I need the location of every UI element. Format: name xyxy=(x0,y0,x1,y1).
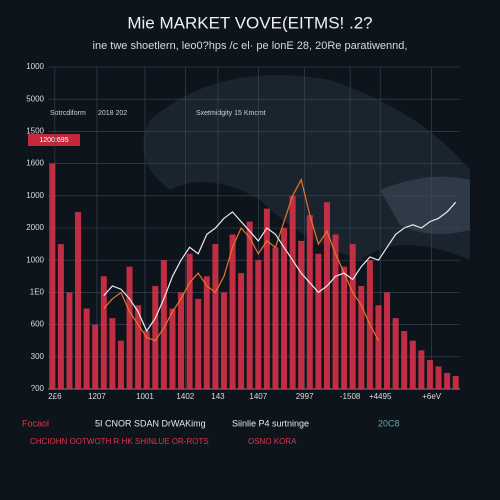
chart-title: Mie MARKET VOVE(EITMS! .2? xyxy=(127,13,372,32)
footer-text: CHCIOHN OOTWOTH R HK SHINLUE OR-ROTS xyxy=(30,437,209,446)
bar xyxy=(143,331,150,389)
line xyxy=(103,178,380,342)
bar xyxy=(152,285,159,389)
y-tick-label: 1600 xyxy=(26,159,44,168)
bar xyxy=(75,211,82,389)
y-tick-label: 600 xyxy=(31,320,45,329)
bar xyxy=(323,202,330,389)
bar xyxy=(169,308,176,389)
annotation-box xyxy=(28,134,80,146)
x-tick-label: 2£6 xyxy=(48,392,62,401)
bar xyxy=(238,273,245,389)
annotation: Sotrcdiform xyxy=(50,110,86,117)
x-tick-label: +4495 xyxy=(369,392,392,401)
bar xyxy=(126,266,133,389)
bar xyxy=(263,208,270,389)
map-shape xyxy=(380,176,470,234)
annotation: 2018 202 xyxy=(98,110,127,117)
bar xyxy=(117,340,124,389)
bar xyxy=(435,366,442,389)
bar xyxy=(384,292,391,389)
x-tick-label: 1402 xyxy=(176,392,194,401)
bar xyxy=(92,324,99,389)
y-tick-label: 1000 xyxy=(26,191,44,200)
footer-text: Focaol xyxy=(22,418,49,428)
bar xyxy=(306,215,313,389)
bar xyxy=(358,285,365,389)
bar xyxy=(281,228,288,389)
bar xyxy=(289,195,296,389)
bar xyxy=(212,244,219,389)
footer-text: OSNO KORA xyxy=(248,437,297,446)
x-tick-label: 2997 xyxy=(296,392,314,401)
x-tick-label: 1407 xyxy=(249,392,267,401)
bar xyxy=(66,292,73,389)
line xyxy=(103,201,457,333)
y-tick-label: 5000 xyxy=(26,94,44,103)
bar xyxy=(444,372,451,389)
y-tick-label: 1500 xyxy=(26,127,44,136)
bar xyxy=(426,360,433,389)
y-tick-label: 300 xyxy=(31,352,45,361)
y-tick-label: 2000 xyxy=(26,223,44,232)
bar xyxy=(401,331,408,389)
bar xyxy=(83,308,90,389)
bar xyxy=(298,240,305,389)
y-tick-label: 1000 xyxy=(26,62,44,71)
bar xyxy=(160,260,167,389)
bar xyxy=(178,292,185,389)
x-tick-label: 1207 xyxy=(88,392,106,401)
bar xyxy=(220,292,227,389)
bar xyxy=(392,318,399,389)
x-tick-label: 1001 xyxy=(136,392,154,401)
bar xyxy=(418,350,425,389)
bar xyxy=(109,318,116,389)
chart-subtitle: ine twe shoetlern, leo0?hps /c el· pe lo… xyxy=(93,40,408,52)
bar xyxy=(315,253,322,389)
bar xyxy=(409,340,416,389)
bar xyxy=(332,234,339,389)
bar xyxy=(49,163,56,389)
x-tick-label: -1508 xyxy=(340,392,361,401)
bar xyxy=(100,276,107,389)
bar xyxy=(229,234,236,389)
bar xyxy=(203,276,210,389)
bar xyxy=(246,221,253,389)
y-tick-label: 1000 xyxy=(26,255,44,264)
map-shape xyxy=(143,75,471,260)
bar xyxy=(255,260,262,389)
bar xyxy=(135,305,142,389)
bar xyxy=(57,244,64,389)
bar xyxy=(195,298,202,389)
bar xyxy=(341,266,348,389)
y-tick-label: ?00 xyxy=(31,384,45,393)
y-tick-label: 1E0 xyxy=(30,288,45,297)
bar xyxy=(452,376,459,389)
annotation: Sxetmidgity 15 Kmcmt xyxy=(196,110,266,117)
x-tick-label: 143 xyxy=(211,392,225,401)
bar xyxy=(375,305,382,389)
bar xyxy=(186,253,193,389)
footer-text: Siinlie P4 surtninge xyxy=(232,418,309,428)
footer-text: 20C8 xyxy=(378,418,400,428)
footer-text: 5I CNOR SDAN DrWAKimg xyxy=(95,418,206,428)
bar xyxy=(349,244,356,389)
x-tick-label: +6eV xyxy=(422,392,442,401)
annotation: 1200:695 xyxy=(39,137,68,144)
bar xyxy=(272,247,279,389)
